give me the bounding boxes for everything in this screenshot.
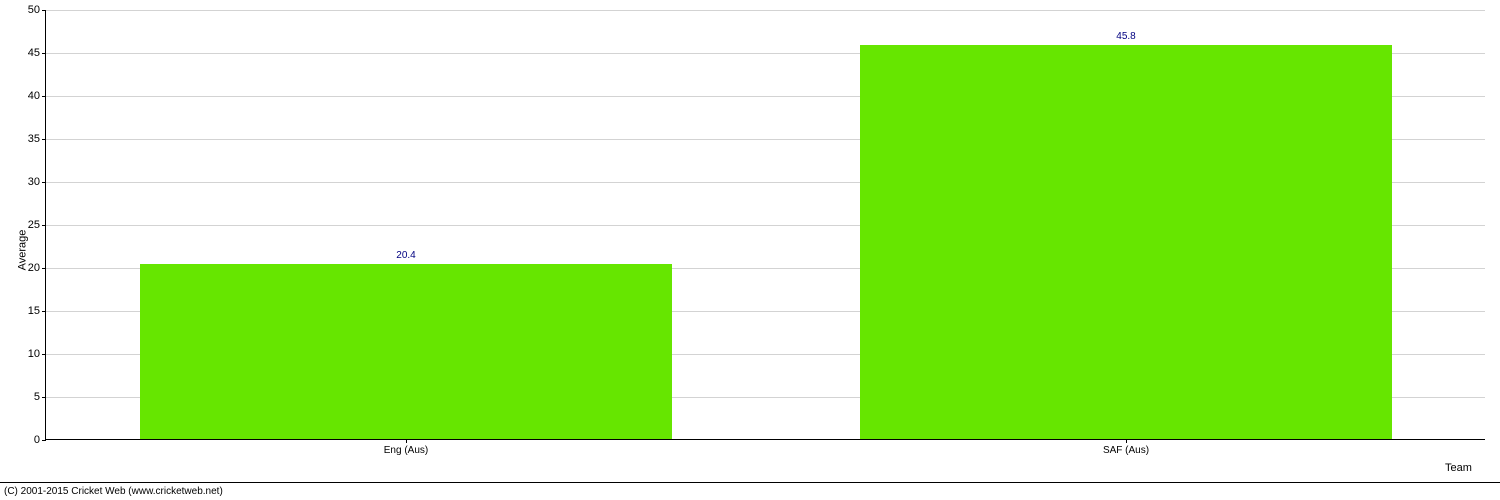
y-tick-label: 35 (28, 133, 46, 145)
y-tick-label: 50 (28, 4, 46, 16)
footer-divider (0, 482, 1500, 483)
y-tick-label: 25 (28, 219, 46, 231)
bar-value-label: 45.8 (1116, 31, 1135, 46)
y-tick-label: 5 (34, 391, 46, 403)
y-tick-label: 10 (28, 348, 46, 360)
bar (140, 264, 673, 439)
y-tick-label: 20 (28, 262, 46, 274)
bar-chart: Average 05101520253035404550Eng (Aus)20.… (0, 0, 1500, 500)
y-tick-label: 40 (28, 90, 46, 102)
x-tick-label: Eng (Aus) (384, 439, 428, 456)
y-tick-label: 15 (28, 305, 46, 317)
plot-area: 05101520253035404550Eng (Aus)20.4SAF (Au… (45, 10, 1485, 440)
y-tick-label: 0 (34, 434, 46, 446)
y-tick-label: 30 (28, 176, 46, 188)
x-axis-label: Team (1445, 462, 1472, 474)
bar-value-label: 20.4 (396, 250, 415, 265)
gridline (46, 10, 1485, 11)
bar (860, 45, 1393, 439)
footer-copyright: (C) 2001-2015 Cricket Web (www.cricketwe… (4, 486, 223, 497)
y-axis-label: Average (16, 230, 28, 271)
x-tick-label: SAF (Aus) (1103, 439, 1149, 456)
y-tick-label: 45 (28, 47, 46, 59)
